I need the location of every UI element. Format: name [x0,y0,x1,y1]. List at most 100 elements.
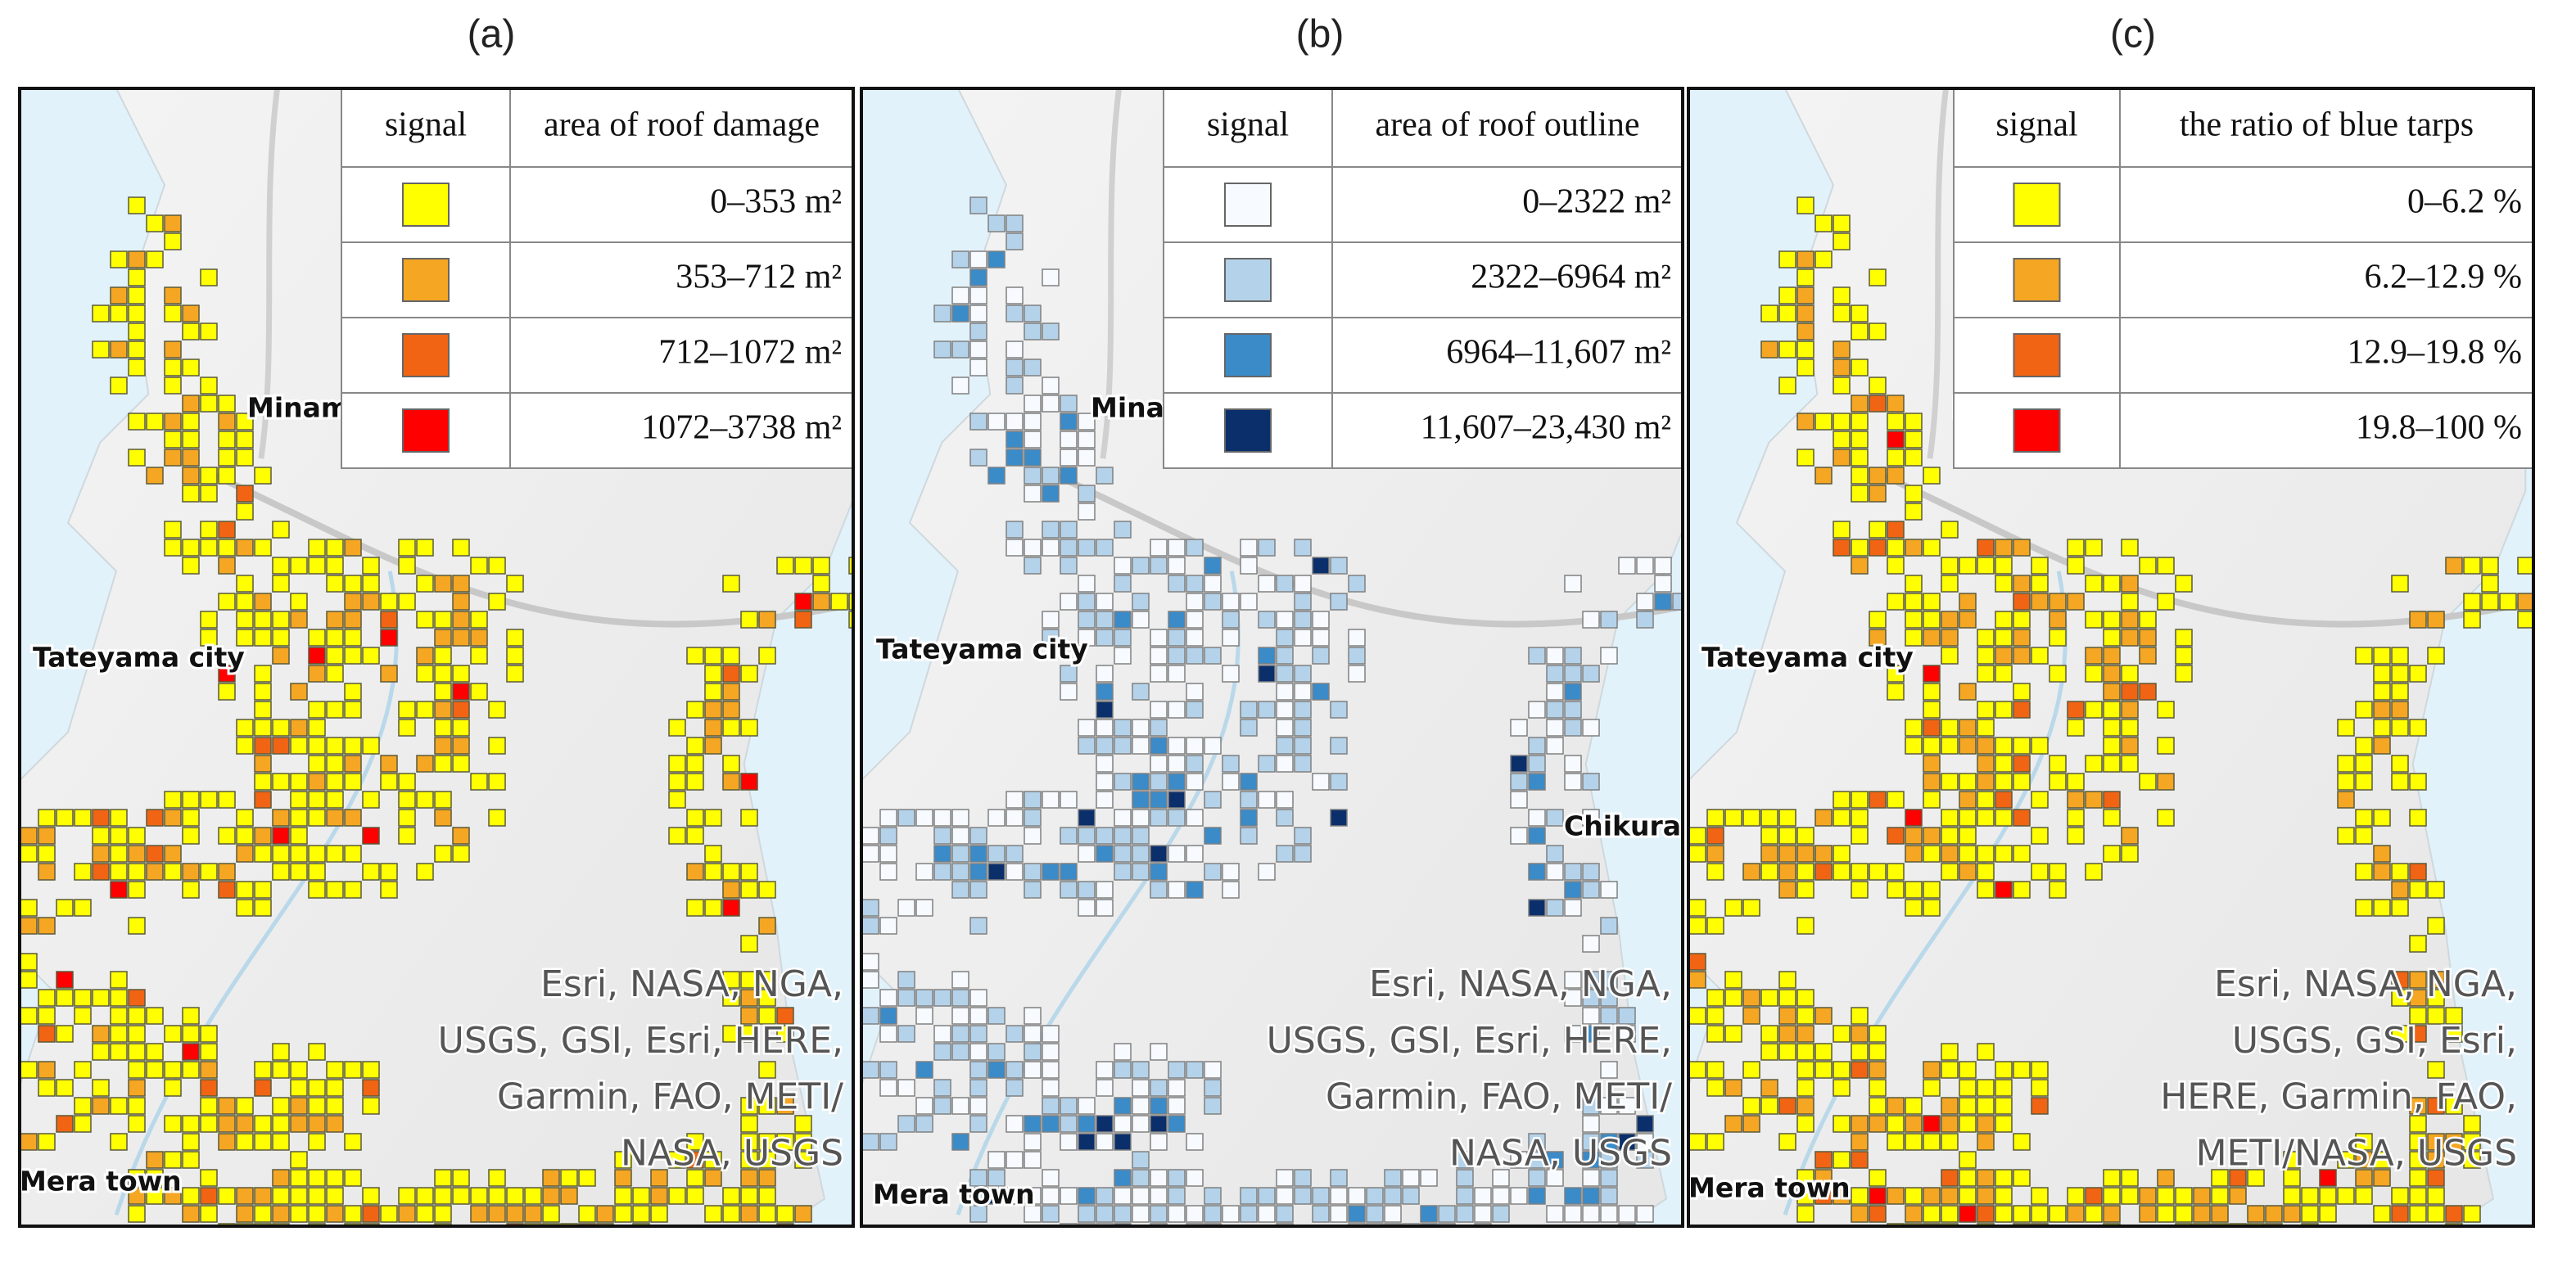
grid-cell [2373,683,2391,701]
grid-cell [1330,1205,1348,1223]
grid-cell [128,1061,146,1079]
grid-cell [1402,1187,1420,1205]
grid-cell [290,683,308,701]
grid-cell [740,1115,758,1133]
grid-cell [164,304,182,323]
grid-cell [74,1115,92,1133]
grid-cell [2337,1151,2355,1169]
grid-cell [1851,1205,1869,1223]
grid-cell [452,575,470,593]
legend-range: 12.9–19.8 % [2348,334,2523,372]
grid-cell [1959,737,1977,755]
grid-cell [1114,1061,1132,1079]
grid-cell [740,935,758,953]
grid-cell [704,809,722,827]
grid-cell [722,701,740,719]
grid-cell [1258,1187,1276,1205]
grid-cell [1833,413,1851,431]
grid-cell [1510,827,1528,845]
grid-cell [1132,1205,1150,1223]
grid-cell [2013,683,2031,701]
grid-cell [452,737,470,755]
grid-cell [1114,575,1132,593]
grid-cell [1600,989,1618,1007]
grid-cell [951,250,969,268]
grid-cell [1564,1025,1582,1043]
grid-cell [1042,1079,1060,1097]
grid-cell [1724,1025,1742,1043]
grid-cell [1582,881,1600,899]
grid-cell [1869,629,1887,647]
grid-cell [1510,773,1528,791]
grid-cell [1222,881,1240,899]
grid-cell [1742,1007,1760,1025]
grid-cell [218,683,236,701]
grid-cell [1564,773,1582,791]
grid-cell [2409,773,2427,791]
grid-cell [308,1079,326,1097]
grid-cell [1330,701,1348,719]
grid-cell [236,1205,254,1223]
grid-cell [1258,791,1276,809]
grid-cell [2049,1205,2067,1223]
grid-cell [987,1043,1006,1061]
grid-cell [326,755,344,773]
grid-cell [1995,1187,2013,1205]
grid-cell [2031,737,2049,755]
grid-cell [722,989,740,1007]
grid-cell [1654,557,1672,575]
grid-cell [1706,1133,1724,1151]
grid-cell [2391,989,2409,1007]
grid-cell [416,701,434,719]
grid-cell [434,575,452,593]
grid-cell [2085,701,2103,719]
grid-cell [1814,863,1833,881]
grid-cell [146,214,164,232]
grid-cell [1024,863,1042,881]
grid-cell [452,593,470,611]
grid-cell [1024,791,1042,809]
grid-cell [1168,701,1186,719]
grid-cell [2067,1205,2085,1223]
grid-cell [2391,647,2409,665]
grid-cell [776,1097,794,1115]
grid-cell [506,1187,524,1205]
grid-cell [2031,863,2049,881]
grid-cell [200,539,218,557]
grid-cell [506,629,524,647]
grid-cell [398,701,416,719]
grid-cell [110,1025,128,1043]
grid-cell [1240,1205,1258,1223]
grid-cell [1060,791,1078,809]
grid-cell [969,1025,987,1043]
grid-cell [1204,557,1222,575]
grid-cell [1564,989,1582,1007]
grid-cell [2013,647,2031,665]
grid-cell [2319,1187,2337,1205]
grid-cell [560,1187,578,1205]
grid-cell [1995,845,2013,863]
grid-cell [969,449,987,467]
grid-cell [290,773,308,791]
grid-cell [1024,323,1042,341]
grid-cell [1114,629,1132,647]
grid-cells [20,196,853,1226]
grid-cell [1582,611,1600,629]
grid-cell [596,1205,614,1223]
grid-cell [1060,593,1078,611]
grid-cell [740,611,758,629]
grid-cell [452,701,470,719]
grid-cell [254,611,272,629]
grid-cell [2103,683,2121,701]
grid-cell [1923,1205,1941,1223]
grid-cell [1186,1169,1204,1187]
grid-cell [969,250,987,268]
grid-cell [776,557,794,575]
grid-cell [1833,1025,1851,1043]
grid-cell [2085,539,2103,557]
grid-cell [1995,881,2013,899]
grid-cell [1923,827,1941,845]
grid-cell [308,629,326,647]
grid-cell [1078,431,1096,449]
